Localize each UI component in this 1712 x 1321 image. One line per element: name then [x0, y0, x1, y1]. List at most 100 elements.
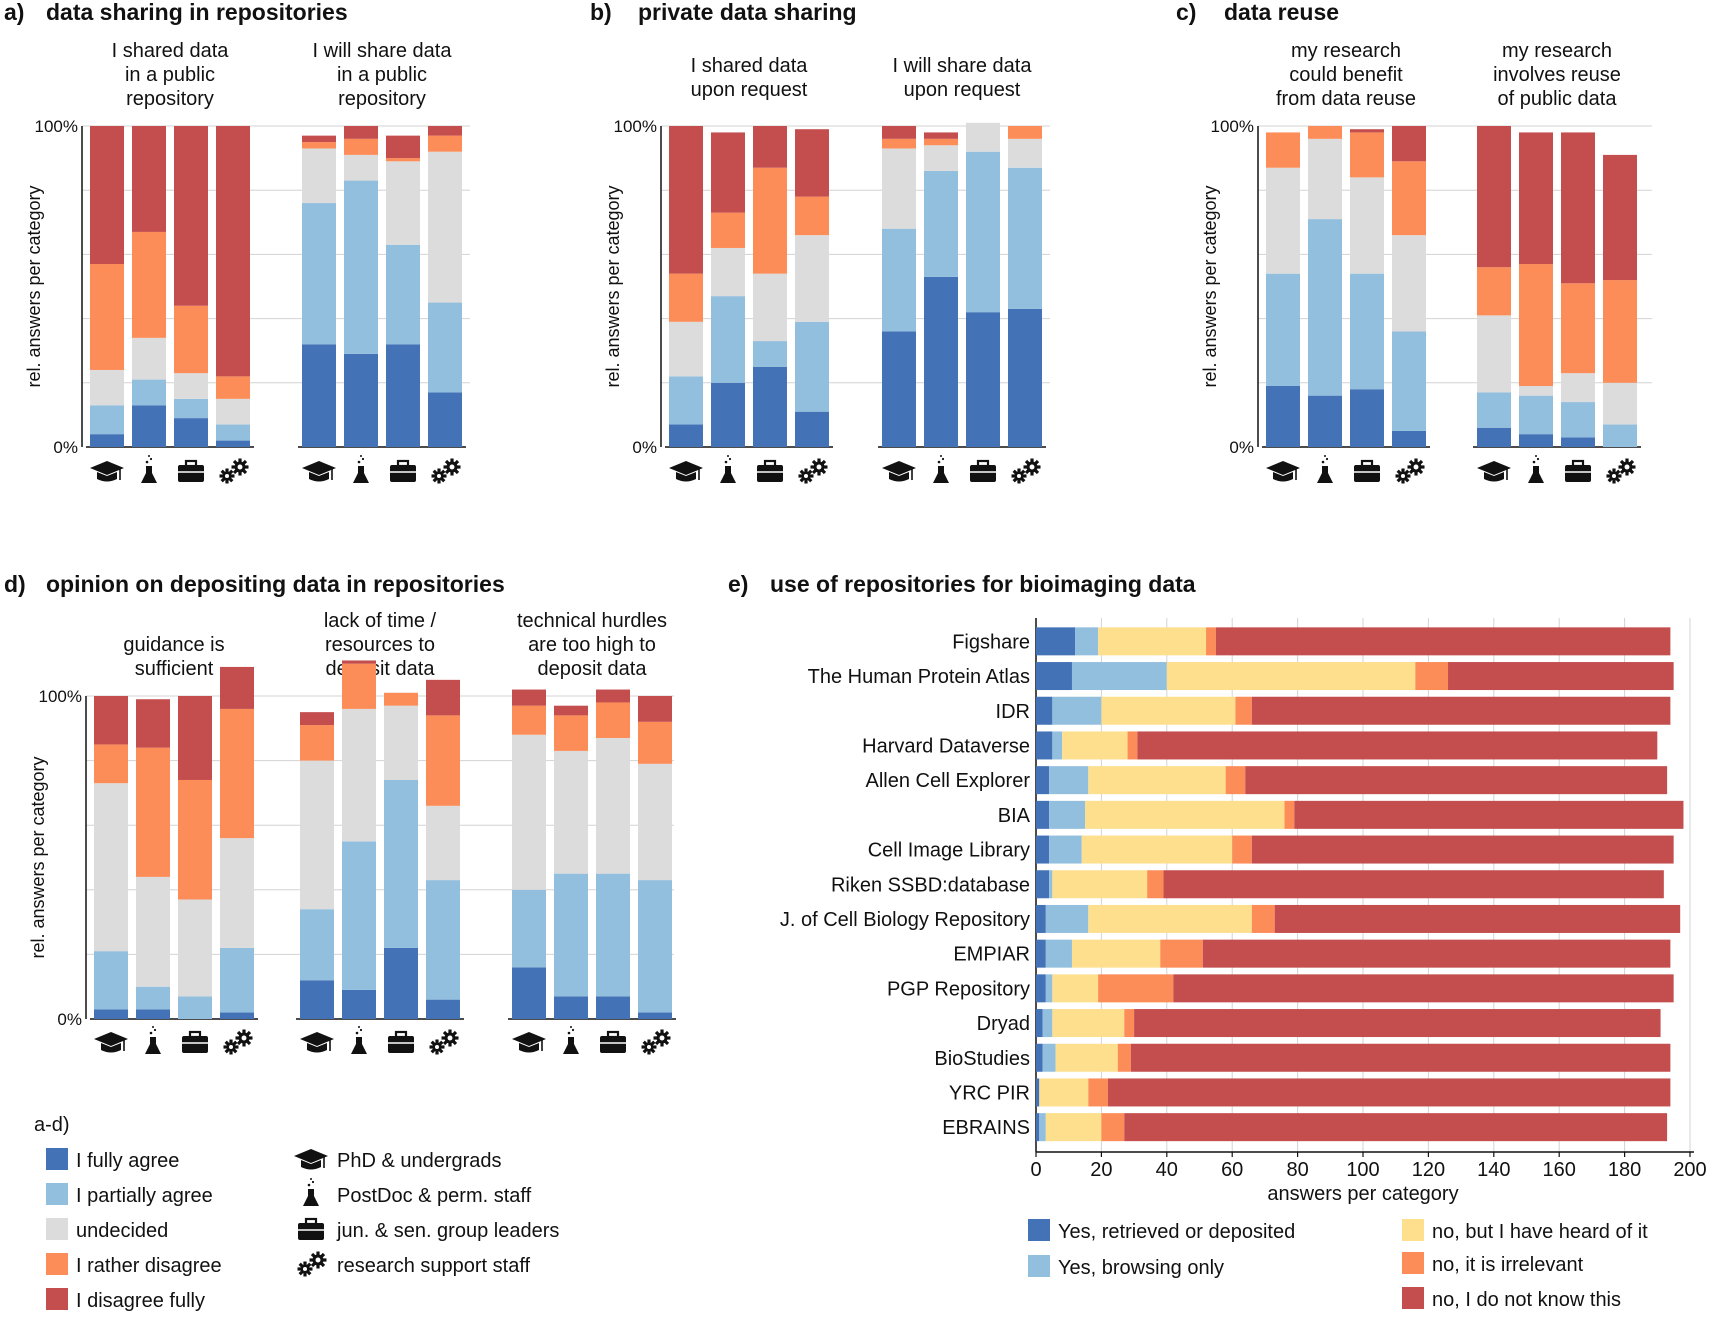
bubble: [358, 1026, 360, 1028]
y-axis-label: rel. answers per category: [24, 185, 44, 387]
bar-segment: [669, 424, 703, 447]
legend-a-d: a-d) I fully agree I partially agree undeci…: [34, 1114, 222, 1312]
briefcase-icon: [970, 459, 996, 482]
flask-icon: [720, 455, 736, 483]
bar-segment: [216, 440, 250, 447]
bar-segment: [1036, 766, 1050, 795]
category-label: Figshare: [952, 631, 1030, 653]
bar-segment: [300, 909, 334, 981]
bar-segment: [1036, 662, 1072, 691]
briefcase-icon: [182, 1030, 208, 1053]
bar-segment: [136, 747, 170, 877]
bar-segment: [669, 321, 703, 377]
bar-segment: [1519, 434, 1553, 447]
cap-base: [1484, 472, 1504, 482]
category-label: The Human Protein Atlas: [808, 666, 1030, 688]
bubble: [1325, 457, 1329, 461]
group-title-line: lack of time /: [324, 610, 437, 632]
bar-segment: [90, 405, 124, 435]
bar-segment: [711, 132, 745, 213]
bar-segment: [1519, 386, 1553, 396]
legend-swatch: [1402, 1287, 1424, 1309]
flask-icon: [563, 1026, 579, 1054]
bar-segment: [596, 996, 630, 1019]
bar-segment: [1055, 1043, 1118, 1072]
bar-segment: [1350, 132, 1384, 178]
category-label: Allen Cell Explorer: [865, 770, 1030, 792]
bar-segment: [94, 744, 128, 784]
y-tick-label: 0%: [1229, 438, 1254, 457]
bubble: [1324, 455, 1326, 457]
cap-board: [669, 461, 703, 475]
gear: [1618, 458, 1636, 476]
cap-board: [1266, 461, 1300, 475]
y-tick-label: 100%: [35, 117, 78, 136]
group-title-line: upon request: [691, 79, 808, 101]
case-body: [388, 1036, 414, 1053]
bar-segment: [554, 873, 588, 997]
graduation-cap-icon: [882, 461, 916, 482]
bar-row: Figshare: [952, 627, 1671, 656]
bar-segment: [1251, 835, 1674, 864]
group-title-line: upon request: [904, 79, 1021, 101]
bar-segment: [386, 344, 420, 447]
bar-segment: [1130, 1043, 1671, 1072]
bar-segment: [1215, 627, 1671, 656]
graduation-cap-icon: [1477, 461, 1511, 482]
group-title-line: I will share data: [893, 55, 1033, 77]
bar-segment: [132, 379, 166, 406]
group-title-line: I shared data: [112, 40, 230, 62]
group-title-line: deposit data: [326, 658, 436, 680]
panel-d-chart: 100% 0% rel. answers per category guidance …: [28, 610, 676, 1055]
bar-segment: [1052, 1009, 1125, 1038]
bar-segment: [1036, 870, 1050, 899]
case-body: [298, 1223, 324, 1240]
bar-segment: [596, 702, 630, 738]
bar-segment: [596, 737, 630, 874]
group-title-line: of public data: [1498, 88, 1618, 110]
gear: [309, 1251, 327, 1269]
x-tick-label: 100: [1346, 1159, 1379, 1181]
category-label: Riken SSBD:database: [831, 874, 1030, 896]
legend-label: no, I do not know this: [1432, 1289, 1621, 1311]
gears-icon: [429, 1029, 459, 1055]
gear: [429, 1039, 445, 1055]
bar-row: YRC PIR: [949, 1078, 1671, 1107]
bubble: [1536, 457, 1540, 461]
bar-segment: [178, 899, 212, 997]
y-tick-label: 0%: [57, 1010, 82, 1029]
bar-segment: [1350, 273, 1384, 390]
bar-segment: [428, 126, 462, 136]
bar-segment: [344, 353, 378, 447]
group-title-line: I shared data: [691, 55, 809, 77]
bar-segment: [1052, 696, 1102, 725]
bar-segment: [1052, 974, 1099, 1003]
bubble: [941, 457, 945, 461]
bar-segment: [512, 689, 546, 706]
case-body: [970, 465, 996, 482]
gear: [1407, 458, 1425, 476]
bar-segment: [136, 986, 170, 1010]
x-tick-label: 140: [1477, 1159, 1510, 1181]
bubble: [1321, 460, 1325, 464]
cap-board: [882, 461, 916, 475]
bar-segment: [1045, 974, 1053, 1003]
x-tick-label: 40: [1156, 1159, 1178, 1181]
y-axis-label: rel. answers per category: [603, 185, 623, 387]
bar-segment: [344, 126, 378, 139]
x-axis-label: answers per category: [1267, 1183, 1458, 1205]
bar-segment: [1036, 974, 1046, 1003]
bar-segment: [512, 889, 546, 968]
bar-segment: [1266, 273, 1300, 387]
bar-segment: [1308, 138, 1342, 220]
bar-segment: [342, 841, 376, 990]
flask-body: [720, 466, 736, 483]
panel-c-title: data reuse: [1224, 0, 1339, 25]
bar-segment: [342, 708, 376, 842]
case-body: [178, 465, 204, 482]
bar-row: EBRAINS: [942, 1113, 1668, 1142]
panel-b-letter: b): [590, 0, 612, 25]
bar-segment: [1603, 424, 1637, 447]
bar-segment: [94, 696, 128, 745]
gear-hole: [436, 473, 442, 479]
